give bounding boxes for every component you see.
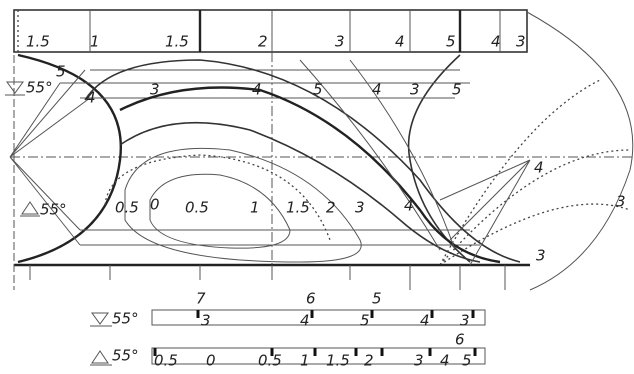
scale-label: 3: [201, 312, 211, 330]
scale-label: 0.5: [154, 352, 178, 370]
scale-label: 1.5: [26, 33, 50, 51]
section-label: 4: [372, 81, 382, 99]
scale-label: 3: [335, 33, 345, 51]
scale-label: 1: [90, 33, 100, 51]
scale-label: 5: [446, 33, 456, 51]
section-label: 5: [313, 81, 323, 99]
scale-label: 1.5: [165, 33, 189, 51]
scale-label: 5: [360, 312, 370, 330]
section-label: 1: [250, 199, 260, 217]
arc-label: 3: [616, 193, 626, 211]
section-label: 4: [86, 89, 96, 107]
section-label: 5: [56, 63, 66, 81]
section-label: 3: [355, 199, 365, 217]
section-label: 3: [410, 81, 420, 99]
section-label: 2: [326, 199, 336, 217]
section-label: 4: [252, 81, 262, 99]
scale-label: 5: [372, 290, 382, 308]
section-label: 4: [404, 197, 414, 215]
scale-label: 3: [414, 352, 424, 370]
diagram: 1.5 1 1.5 2 3 4 5 4 3 55° 5 4 3 4 5 4 3 …: [0, 0, 634, 374]
scale-label: 4: [491, 33, 501, 51]
scale-label: 1.5: [326, 352, 350, 370]
scale-label: 0.5: [258, 352, 282, 370]
scale-label: 6: [455, 331, 465, 349]
section-label: 0.5: [185, 199, 209, 217]
scale-label: 5: [462, 352, 472, 370]
upper-section: 55° 5 4 3 4 5 4 3 5: [26, 63, 462, 107]
section-label: 3: [150, 81, 160, 99]
scale-label: 3: [460, 312, 470, 330]
scale-label: 1: [300, 352, 310, 370]
scale-label: 4: [420, 312, 430, 330]
arc-label: 3: [536, 247, 546, 265]
scale-label: 4: [440, 352, 450, 370]
angle-label: 55°: [112, 347, 139, 365]
scale-label: 0: [206, 352, 216, 370]
angle-label: 55°: [26, 79, 53, 97]
lower-section: 55° 0.5 0 0.5 1 1.5 2 3 4: [40, 196, 414, 219]
drawing-lines: [5, 10, 634, 365]
scale-label: 4: [395, 33, 405, 51]
section-label: 1.5: [286, 199, 310, 217]
angle-label: 55°: [40, 201, 67, 219]
scale-label: 2: [364, 352, 374, 370]
scale-label: 2: [258, 33, 268, 51]
section-label: 0.5: [115, 199, 139, 217]
section-label: 0: [150, 196, 160, 214]
top-scale: 1.5 1 1.5 2 3 4 5 4 3: [26, 33, 526, 51]
scale-label: 7: [196, 290, 206, 308]
scale-label: 3: [516, 33, 526, 51]
scale-label: 4: [300, 312, 310, 330]
arc-label: 4: [534, 159, 544, 177]
scale-label: 6: [306, 290, 316, 308]
section-label: 5: [452, 81, 462, 99]
angle-label: 55°: [112, 310, 139, 328]
